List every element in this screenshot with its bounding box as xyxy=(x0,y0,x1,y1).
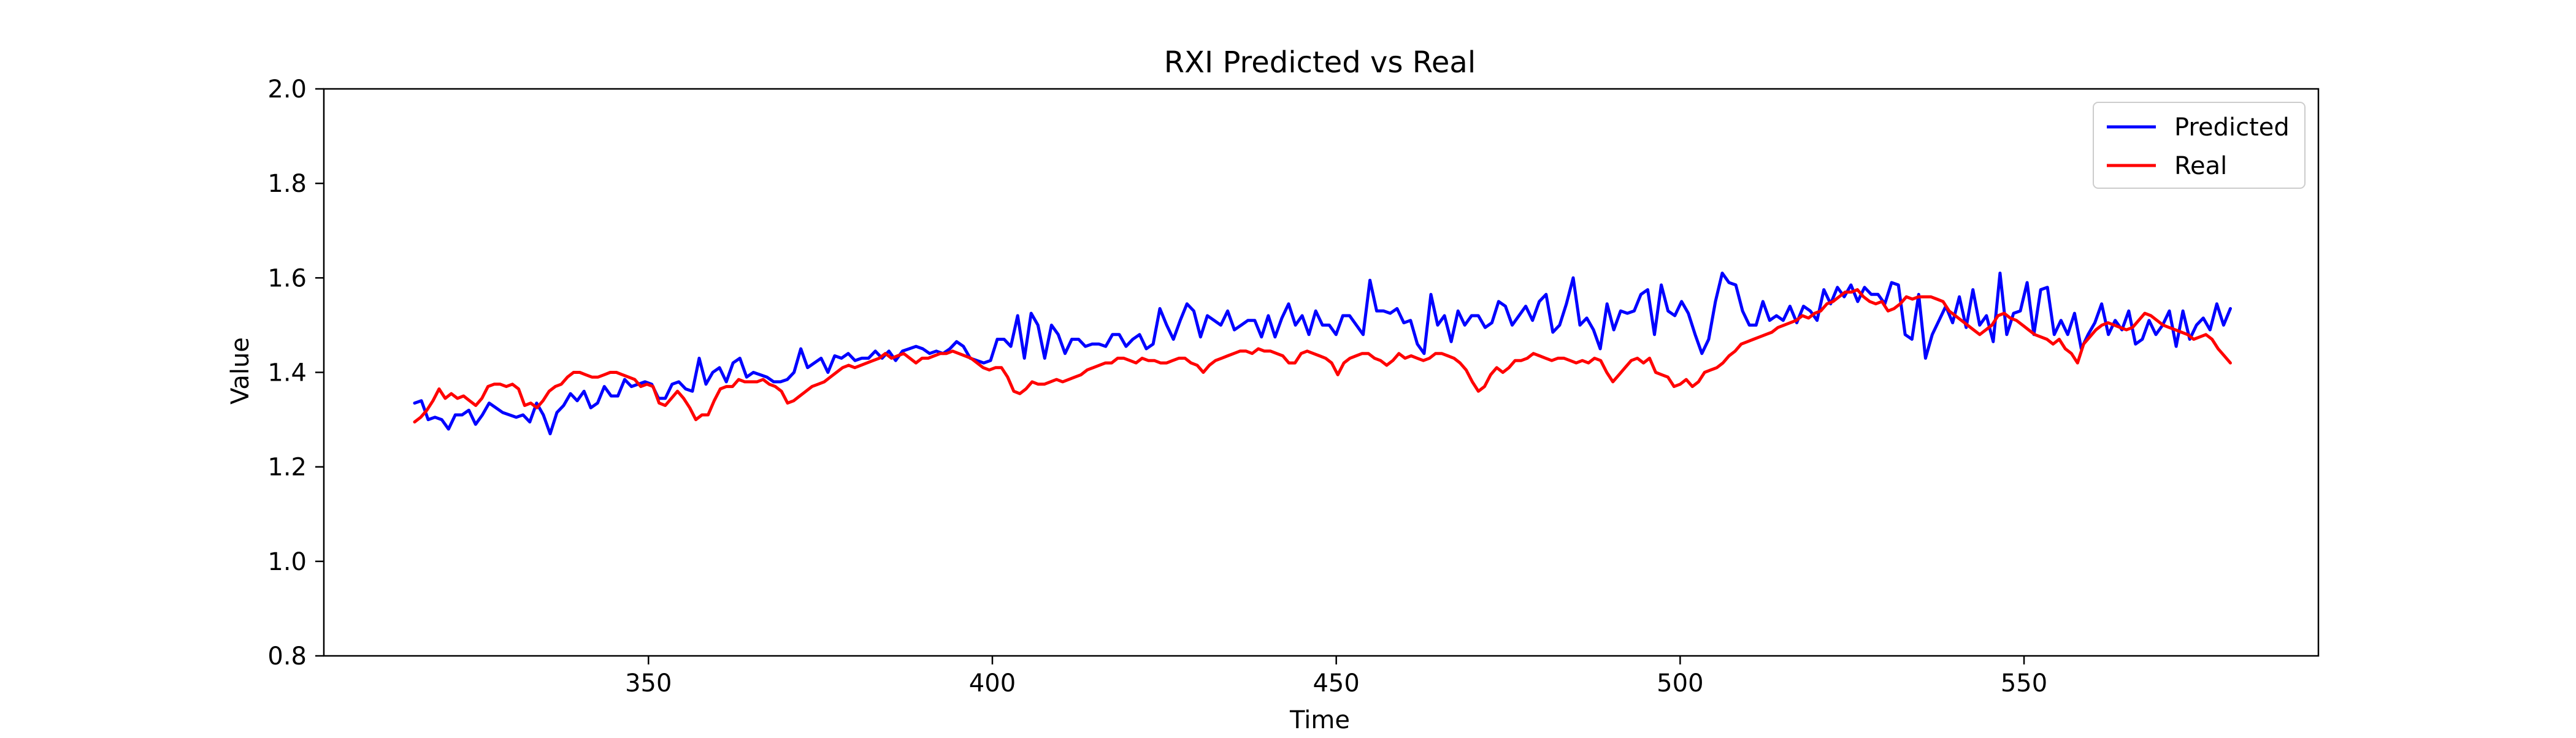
y-tick-label: 2.0 xyxy=(267,75,307,104)
y-axis-label: Value xyxy=(226,337,255,405)
x-tick-label: 350 xyxy=(625,669,672,698)
y-tick-label: 1.6 xyxy=(267,264,307,292)
legend-label-predicted: Predicted xyxy=(2174,113,2290,142)
x-tick-label: 550 xyxy=(2001,669,2047,698)
y-tick-label: 1.0 xyxy=(267,548,307,576)
x-tick-label: 400 xyxy=(969,669,1016,698)
series-line-real xyxy=(413,288,2232,424)
x-tick-label: 450 xyxy=(1313,669,1359,698)
x-tick-label: 500 xyxy=(1657,669,1703,698)
legend: Predicted Real xyxy=(2093,102,2306,189)
y-tick-label: 1.8 xyxy=(267,170,307,198)
legend-label-real: Real xyxy=(2174,152,2227,180)
series-line-predicted xyxy=(413,272,2232,436)
y-tick-label: 1.4 xyxy=(267,359,307,387)
y-tick-label: 1.2 xyxy=(267,454,307,482)
plot-area: 350 400 450 500 550 0.8 1.0 1.2 1.4 1.6 1.8 2.0 xyxy=(267,75,2320,698)
y-tick-label: 0.8 xyxy=(267,642,307,671)
chart-title: RXI Predicted vs Real xyxy=(1164,45,1476,80)
x-axis-label: Time xyxy=(1289,706,1350,734)
